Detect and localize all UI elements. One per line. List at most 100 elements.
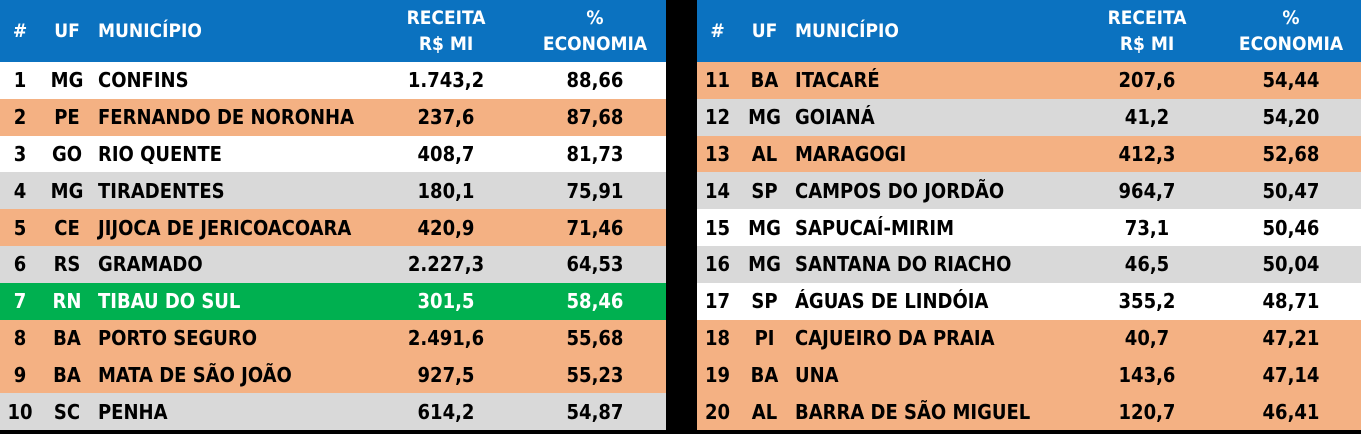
cell-economia: 50,46 [1262, 215, 1320, 240]
cell-economia: 50,47 [1262, 178, 1320, 203]
cell-uf: CE [54, 215, 80, 240]
cell-rank: 8 [13, 325, 27, 350]
cell-rank: 20 [704, 399, 731, 424]
cell-economia: 54,44 [1262, 68, 1320, 93]
cell-uf: RS [53, 252, 81, 277]
cell-economia: 75,91 [566, 178, 624, 203]
header-receita: RECEITA R$ MI [1073, 0, 1221, 62]
cell-economia: 47,21 [1262, 325, 1320, 350]
cell-rank: 10 [7, 399, 33, 424]
cell-uf: MG [748, 252, 781, 277]
table-row: 5 CE JIJOCA DE JERICOACOARA 420,9 71,46 [0, 209, 666, 246]
table-row: 16 MG SANTANA DO RIACHO 46,5 50,04 [697, 245, 1361, 283]
cell-rank: 13 [704, 141, 731, 166]
cell-rank: 15 [704, 215, 731, 240]
header-receita-line2: R$ MI [418, 33, 474, 55]
cell-rank: 12 [704, 105, 731, 130]
cell-municipio: MATA DE SÃO JOÃO [98, 362, 292, 387]
cell-receita: 1.743,2 [407, 68, 485, 93]
table-row: 9 BA MATA DE SÃO JOÃO 927,5 55,23 [0, 356, 666, 394]
cell-municipio: CAJUEIRO DA PRAIA [795, 325, 995, 350]
cell-municipio: MARAGOGI [795, 141, 907, 166]
cell-receita: 207,6 [1118, 68, 1176, 93]
cell-economia: 87,68 [566, 105, 624, 130]
cell-rank: 5 [13, 215, 27, 240]
cell-uf: SP [751, 289, 778, 314]
header-uf: UF [54, 20, 80, 42]
cell-rank: 7 [13, 289, 27, 314]
header-economia-line1: % [1282, 7, 1300, 29]
cell-uf: GO [51, 141, 83, 166]
cell-uf: BA [53, 362, 81, 387]
cell-rank: 4 [13, 178, 27, 203]
cell-economia: 81,73 [566, 141, 624, 166]
cell-receita: 143,6 [1118, 362, 1176, 387]
cell-municipio: SAPUCAÍ-MIRIM [795, 215, 955, 240]
cell-municipio: PORTO SEGURO [98, 325, 258, 350]
cell-economia: 58,46 [566, 289, 624, 314]
header-receita-line2: R$ MI [1119, 33, 1175, 55]
table-row: 4 MG TIRADENTES 180,1 75,91 [0, 172, 666, 210]
cell-uf: SP [751, 178, 778, 203]
cell-receita: 180,1 [417, 178, 475, 203]
cell-rank: 2 [13, 105, 27, 130]
table-row: 13 AL MARAGOGI 412,3 52,68 [697, 135, 1361, 173]
cell-municipio: UNA [795, 362, 839, 387]
cell-uf: RN [52, 289, 82, 314]
cell-economia: 64,53 [566, 252, 624, 277]
header-receita: RECEITA R$ MI [368, 0, 524, 62]
cell-rank: 19 [704, 362, 731, 387]
table-row: 6 RS GRAMADO 2.227,3 64,53 [0, 245, 666, 283]
cell-receita: 412,3 [1118, 141, 1176, 166]
cell-economia: 48,71 [1262, 289, 1320, 314]
cell-economia: 50,04 [1262, 252, 1320, 277]
cell-rank: 18 [704, 325, 731, 350]
cell-economia: 88,66 [566, 68, 624, 93]
cell-economia: 52,68 [1262, 141, 1320, 166]
header-uf: UF [751, 20, 778, 42]
header-rank: # [710, 20, 725, 42]
cell-rank: 14 [704, 178, 731, 203]
cell-receita: 301,5 [417, 289, 475, 314]
cell-receita: 964,7 [1118, 178, 1176, 203]
cell-municipio: ITACARÉ [795, 68, 880, 93]
header-economia-line1: % [586, 7, 604, 29]
table-row: 15 MG SAPUCAÍ-MIRIM 73,1 50,46 [697, 209, 1361, 246]
table-row: 11 BA ITACARÉ 207,6 54,44 [697, 62, 1361, 99]
cell-receita: 40,7 [1124, 325, 1170, 350]
table-row: 1 MG CONFINS 1.743,2 88,66 [0, 62, 666, 99]
cell-uf: PE [54, 105, 80, 130]
cell-receita: 614,2 [417, 399, 475, 424]
right-ranking-table: # UF MUNICÍPIO RECEITA R$ MI % ECONOMIA 11… [697, 0, 1361, 430]
header-economia-line2: ECONOMIA [1238, 33, 1344, 55]
cell-municipio: PENHA [98, 399, 168, 424]
cell-municipio: JIJOCA DE JERICOACOARA [98, 215, 352, 240]
cell-municipio: GOIANÁ [795, 105, 875, 130]
cell-municipio: CONFINS [98, 68, 189, 93]
header-economia: % ECONOMIA [1221, 0, 1361, 62]
table-row: 20 AL BARRA DE SÃO MIGUEL 120,7 46,41 [697, 393, 1361, 430]
cell-uf: MG [748, 105, 781, 130]
cell-rank: 11 [704, 68, 731, 93]
cell-receita: 41,2 [1124, 105, 1170, 130]
table-row: 8 BA PORTO SEGURO 2.491,6 55,68 [0, 319, 666, 357]
header-receita-line1: RECEITA [406, 7, 486, 29]
cell-municipio: RIO QUENTE [98, 141, 222, 166]
cell-uf: SC [53, 399, 81, 424]
cell-receita: 73,1 [1124, 215, 1170, 240]
cell-uf: AL [751, 399, 778, 424]
cell-rank: 16 [704, 252, 731, 277]
cell-municipio: ÁGUAS DE LINDÓIA [795, 289, 989, 314]
cell-rank: 1 [13, 68, 27, 93]
cell-economia: 71,46 [566, 215, 624, 240]
table-row: 3 GO RIO QUENTE 408,7 81,73 [0, 135, 666, 173]
cell-receita: 355,2 [1118, 289, 1176, 314]
cell-receita: 120,7 [1118, 399, 1176, 424]
cell-economia: 55,23 [566, 362, 624, 387]
cell-economia: 47,14 [1262, 362, 1320, 387]
table-row: 2 PE FERNANDO DE NORONHA 237,6 87,68 [0, 98, 666, 136]
header-economia-line2: ECONOMIA [542, 33, 648, 55]
cell-municipio: GRAMADO [98, 252, 203, 277]
